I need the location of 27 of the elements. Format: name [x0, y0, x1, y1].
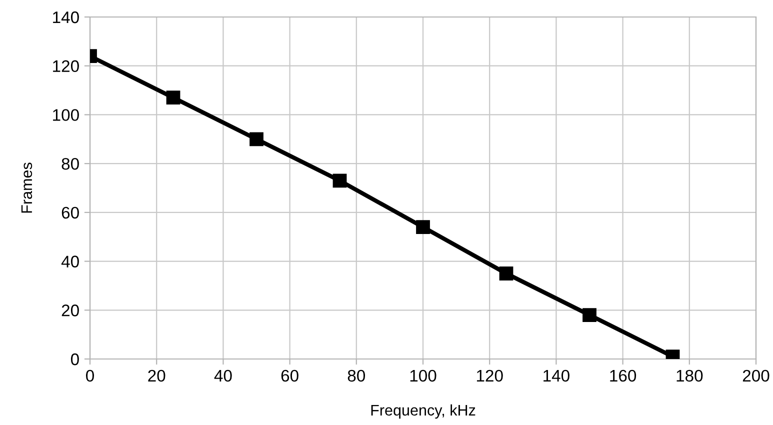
x-tick-label: 180: [676, 370, 703, 382]
x-tick-label: 100: [410, 370, 436, 382]
point: [166, 90, 180, 105]
y-tick-label: 60: [62, 206, 79, 219]
y-tick-label: 140: [53, 11, 79, 24]
point: [499, 266, 514, 280]
point: [582, 308, 596, 322]
y-tick-label: 0: [70, 353, 79, 366]
x-tick-label: 20: [148, 370, 166, 382]
y-tick-label: 40: [61, 256, 79, 268]
x-tick-label: 0: [86, 370, 94, 382]
x-tick-label: 40: [214, 370, 232, 382]
y-tick-label: 120: [53, 60, 79, 72]
x-tick-label: 120: [476, 370, 503, 382]
y-tick-label: 80: [62, 158, 79, 170]
x-tick-label: 60: [281, 370, 298, 382]
x-tick-label: 80: [348, 370, 366, 382]
x-tick-label: 200: [742, 370, 770, 382]
x-axis-title: Frequency, kHz: [371, 404, 476, 419]
point: [416, 220, 430, 234]
x-tick-label: 160: [610, 370, 636, 382]
y-tick-label: 100: [53, 109, 79, 121]
y-tick-label: 20: [62, 304, 79, 316]
x-tick-label: 140: [544, 370, 570, 382]
point: [250, 132, 264, 146]
y-axis-title: Frames: [21, 162, 32, 213]
point: [332, 174, 347, 188]
